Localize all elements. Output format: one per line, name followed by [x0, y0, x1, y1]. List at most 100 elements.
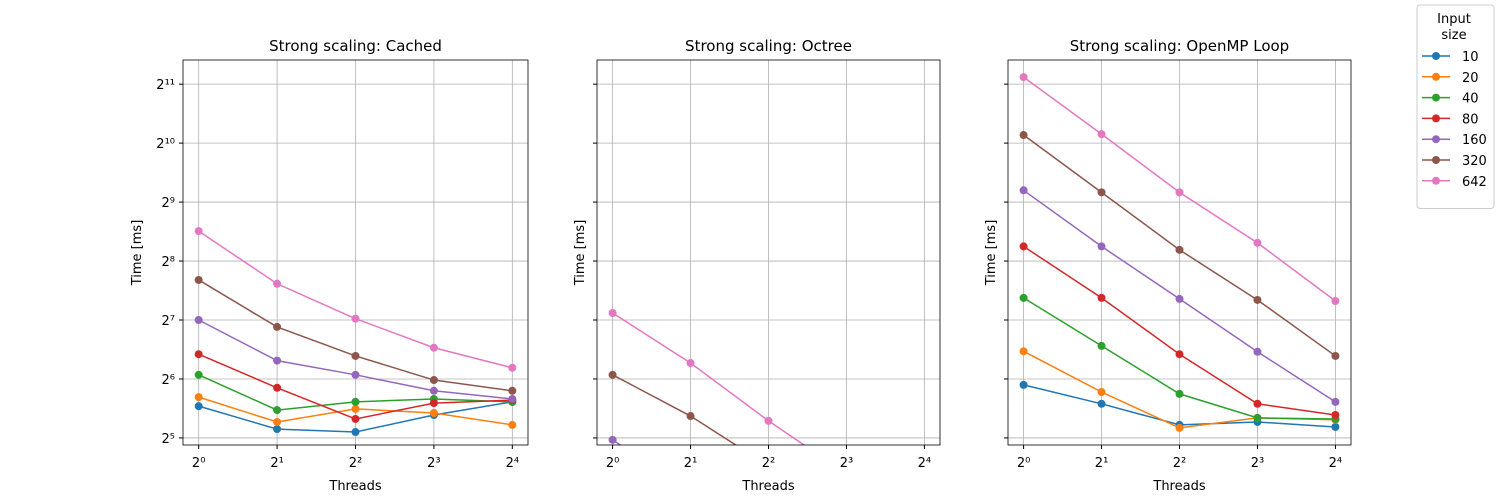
legend-label: 10	[1462, 50, 1479, 65]
marker	[508, 394, 517, 403]
x-tick-label: 2³	[840, 456, 853, 471]
marker	[1019, 73, 1028, 82]
x-tick-label: 2¹	[1095, 456, 1108, 471]
marker	[1019, 380, 1028, 389]
x-tick-label: 2²	[1173, 456, 1186, 471]
legend-label: 642	[1462, 175, 1487, 190]
x-tick-label: 2⁰	[1017, 456, 1030, 471]
y-axis-label: Time [ms]	[984, 220, 999, 287]
marker	[273, 406, 282, 415]
plot-area	[194, 227, 517, 437]
marker	[764, 416, 773, 425]
marker	[429, 408, 438, 417]
x-tick-label: 2³	[427, 456, 440, 471]
y-tick-label: 2⁵	[162, 432, 175, 447]
x-tick-label: 2²	[762, 456, 775, 471]
marker	[194, 275, 203, 284]
x-tick-label: 2⁴	[506, 456, 519, 471]
axes-frame	[182, 59, 529, 446]
marker	[351, 314, 360, 323]
panel-title: Strong scaling: OpenMP Loop	[1070, 37, 1289, 55]
marker	[1331, 351, 1340, 360]
legend-label: 20	[1462, 71, 1479, 86]
marker	[429, 343, 438, 352]
legend-marker	[1432, 176, 1440, 185]
y-tick-label: 2⁷	[162, 314, 175, 329]
marker	[429, 386, 438, 395]
marker	[608, 370, 617, 379]
marker	[686, 412, 695, 421]
x-tick-label: 2⁰	[606, 456, 619, 471]
x-tick-label: 2²	[349, 456, 362, 471]
marker	[1253, 238, 1262, 247]
legend-label: 80	[1462, 112, 1479, 127]
y-tick-label: 2¹¹	[156, 78, 175, 93]
marker	[1097, 242, 1106, 251]
legend-marker	[1432, 52, 1440, 60]
marker	[1019, 242, 1028, 251]
marker	[1175, 294, 1184, 303]
series-line	[612, 374, 738, 445]
marker	[1019, 131, 1028, 140]
marker	[1253, 399, 1262, 408]
marker	[1253, 295, 1262, 304]
x-tick-label: 2¹	[684, 456, 697, 471]
marker	[1331, 422, 1340, 431]
marker	[1175, 188, 1184, 197]
axes-frame	[596, 59, 941, 446]
legend-marker	[1432, 114, 1440, 123]
marker	[1019, 347, 1028, 356]
marker	[273, 356, 282, 365]
legend-label: 320	[1462, 154, 1487, 169]
plot-area	[1019, 73, 1340, 432]
marker	[194, 370, 203, 379]
marker	[1097, 188, 1106, 197]
x-axis-label: Threads	[328, 479, 381, 494]
marker	[429, 399, 438, 408]
y-axis-label: Time [ms]	[130, 220, 145, 287]
legend-label: 40	[1462, 92, 1479, 107]
marker	[608, 308, 617, 317]
marker	[1175, 423, 1184, 432]
marker	[1253, 347, 1262, 356]
axes-frame	[1007, 59, 1352, 446]
legend-marker	[1432, 135, 1440, 144]
marker	[1097, 341, 1106, 350]
x-tick-label: 2⁴	[1329, 456, 1342, 471]
marker	[686, 359, 695, 368]
marker	[1097, 399, 1106, 408]
marker	[351, 397, 360, 406]
marker	[351, 370, 360, 379]
marker	[351, 428, 360, 437]
legend-title: Input size	[1437, 12, 1471, 43]
x-tick-label: 2⁰	[192, 456, 205, 471]
marker	[508, 363, 517, 372]
marker	[273, 279, 282, 288]
marker	[508, 420, 517, 429]
marker	[508, 386, 517, 395]
marker	[1331, 297, 1340, 306]
marker	[273, 417, 282, 426]
y-tick-label: 2⁶	[162, 373, 175, 388]
marker	[194, 393, 203, 402]
marker	[1019, 293, 1028, 302]
marker	[1097, 293, 1106, 302]
panel-title: Strong scaling: Octree	[685, 37, 852, 55]
marker	[687, 488, 695, 496]
marker	[1097, 388, 1106, 397]
marker	[608, 435, 617, 444]
x-tick-label: 2³	[1251, 456, 1264, 471]
y-tick-label: 2⁹	[162, 196, 175, 211]
x-axis-label: Threads	[741, 479, 794, 494]
marker	[1097, 130, 1106, 139]
marker	[1175, 389, 1184, 398]
marker	[273, 322, 282, 331]
legend-marker	[1432, 93, 1440, 102]
panel-title: Strong scaling: Cached	[269, 37, 442, 55]
y-axis-label: Time [ms]	[573, 220, 588, 287]
marker	[1253, 413, 1262, 422]
marker	[1331, 411, 1340, 420]
marker	[273, 383, 282, 392]
marker	[1175, 350, 1184, 359]
